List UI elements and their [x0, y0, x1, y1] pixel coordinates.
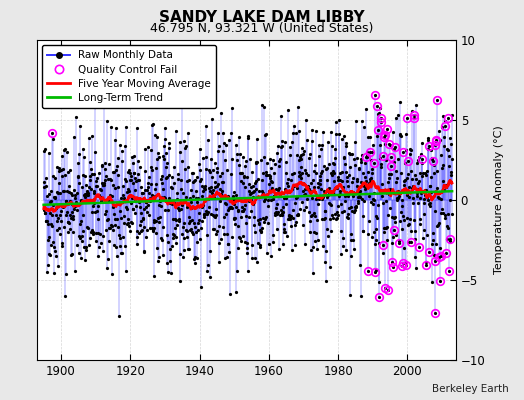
- Text: Berkeley Earth: Berkeley Earth: [432, 384, 508, 394]
- Text: SANDY LAKE DAM LIBBY: SANDY LAKE DAM LIBBY: [159, 10, 365, 25]
- Legend: Raw Monthly Data, Quality Control Fail, Five Year Moving Average, Long-Term Tren: Raw Monthly Data, Quality Control Fail, …: [42, 45, 216, 108]
- Y-axis label: Temperature Anomaly (°C): Temperature Anomaly (°C): [494, 126, 504, 274]
- Text: 46.795 N, 93.321 W (United States): 46.795 N, 93.321 W (United States): [150, 22, 374, 35]
